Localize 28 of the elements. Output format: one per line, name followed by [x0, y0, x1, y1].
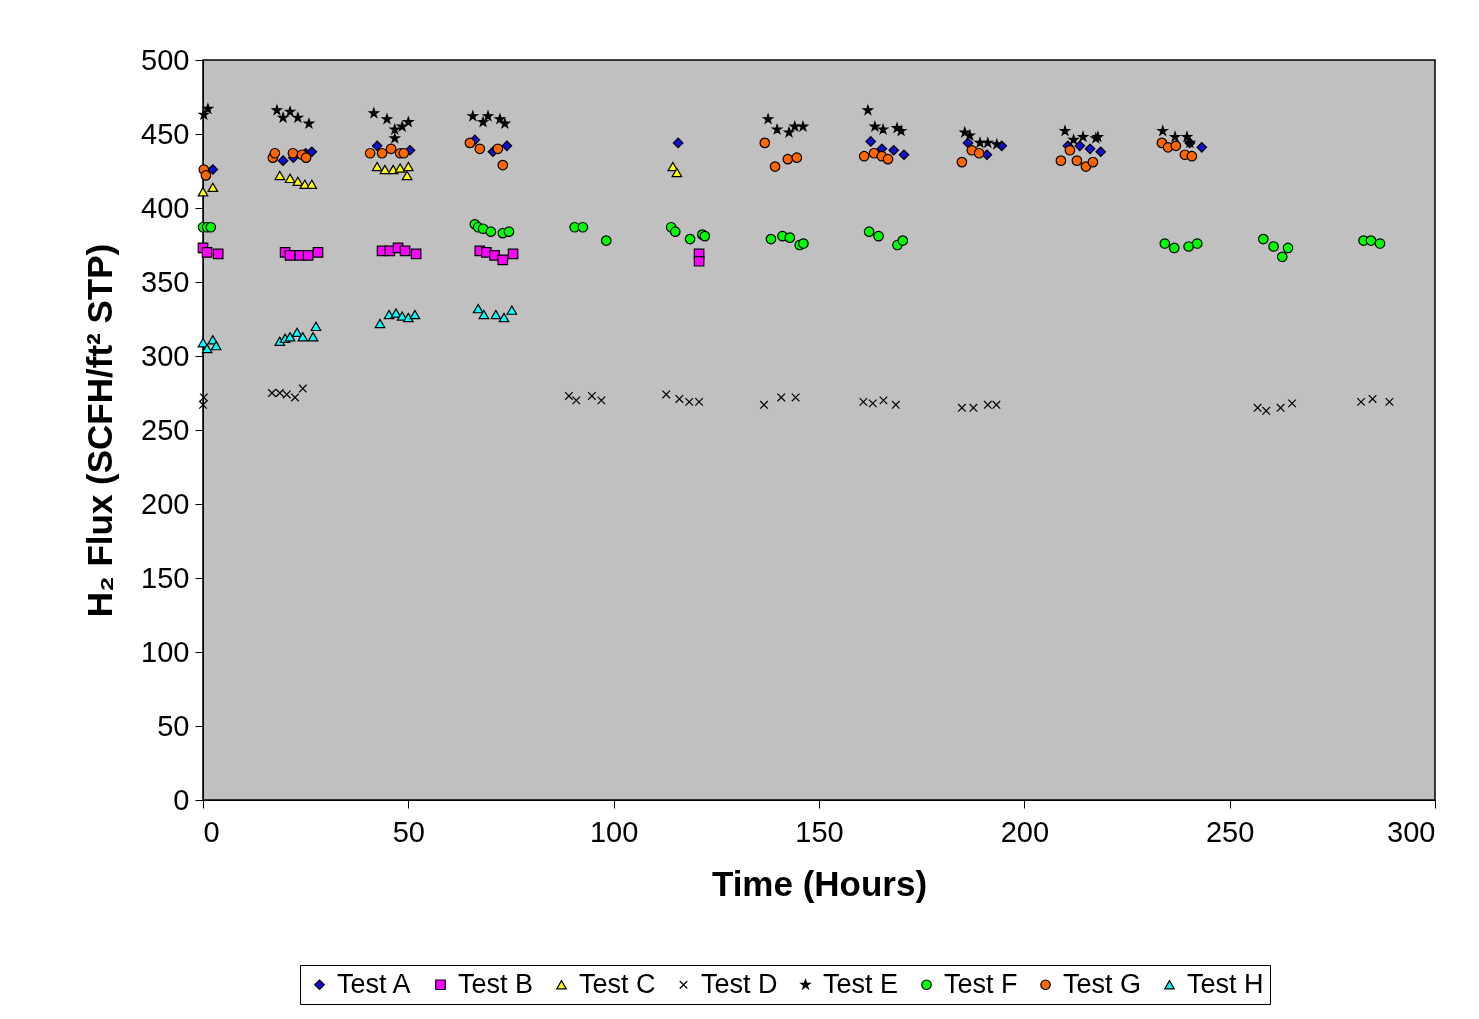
- y-tick-label: 150: [141, 561, 190, 594]
- legend-label: Test F: [944, 968, 1018, 999]
- y-tick-label: 50: [157, 709, 190, 742]
- x-tick-label: 200: [1000, 815, 1050, 848]
- y-tick-label: 500: [141, 43, 190, 76]
- legend-label: Test A: [337, 968, 411, 999]
- x-axis-title: Time (Hours): [711, 863, 928, 903]
- y-tick-label: 400: [141, 191, 190, 224]
- y-tick-label: 0: [173, 783, 190, 816]
- legend-label: Test E: [823, 968, 899, 999]
- y-tick-label: 350: [141, 265, 190, 298]
- y-tick-label: 200: [141, 487, 190, 520]
- y-tick-label: 250: [141, 413, 190, 446]
- x-tick-label: 100: [589, 815, 639, 848]
- legend-label: Test D: [701, 968, 778, 999]
- x-tick-label: 150: [795, 815, 844, 848]
- x-tick-label: 50: [392, 815, 425, 848]
- legend-label: Test H: [1187, 968, 1264, 999]
- x-tick-label: 250: [1205, 815, 1255, 848]
- y-tick-label: 100: [141, 635, 190, 668]
- x-tick-label: 0: [203, 815, 220, 848]
- legend-label: Test G: [1063, 968, 1142, 999]
- x-tick-label: 300: [1387, 815, 1436, 848]
- y-tick-label: 450: [141, 117, 190, 150]
- legend-label: Test B: [458, 968, 534, 999]
- y-axis-title: H₂ Flux (SCFH/ft² STP): [80, 243, 120, 618]
- legend-label: Test C: [579, 968, 656, 999]
- y-tick-label: 300: [141, 339, 190, 372]
